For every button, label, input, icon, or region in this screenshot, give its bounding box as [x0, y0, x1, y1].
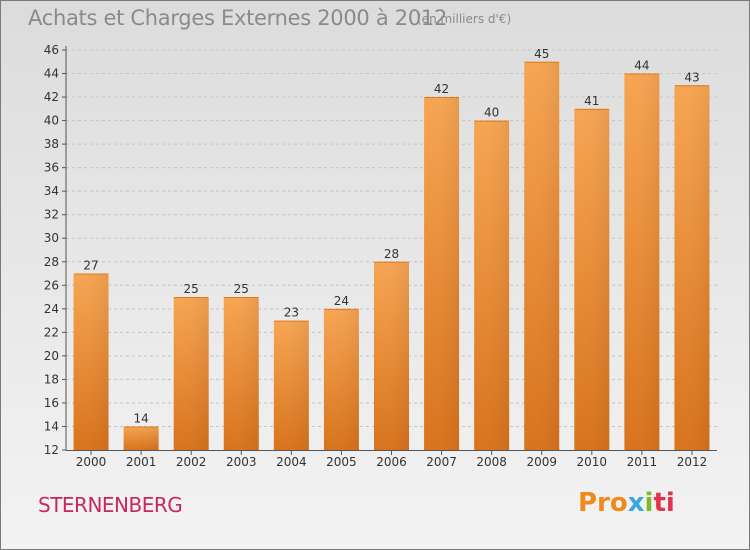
y-tick-label: 44	[44, 67, 59, 81]
y-tick-label: 30	[44, 231, 59, 245]
bar-value-label: 14	[133, 411, 148, 425]
chart-title-text: Achats et Charges Externes 2000 à 2012	[28, 6, 448, 30]
bar-shade	[524, 61, 560, 450]
x-tick-label: 2011	[627, 455, 658, 469]
bar-value-label: 40	[484, 106, 499, 120]
bar-value-label: 44	[634, 59, 649, 73]
y-tick-label: 12	[44, 443, 59, 457]
x-tick-label: 2003	[226, 455, 257, 469]
logo-part-4: ti	[653, 488, 675, 518]
y-tick-label: 38	[44, 137, 59, 151]
bar-value-label: 24	[334, 294, 349, 308]
bar-value-label: 28	[384, 247, 399, 261]
proxiti-logo: Proxiti	[578, 488, 675, 518]
bar-value-label: 42	[434, 82, 449, 96]
y-tick-label: 14	[44, 419, 59, 433]
logo-part-2: x	[627, 488, 645, 518]
x-tick-label: 2012	[677, 455, 708, 469]
chart-subtitle: (en milliers d'€)	[417, 12, 512, 26]
x-tick-label: 2008	[476, 455, 507, 469]
logo-part-1: Pro	[578, 488, 628, 518]
y-tick-label: 28	[44, 255, 59, 269]
y-tick-label: 34	[44, 184, 59, 198]
y-tick-label: 42	[44, 90, 59, 104]
bar-shade	[73, 273, 109, 450]
y-tick-label: 40	[44, 114, 59, 128]
y-tick-label: 32	[44, 208, 59, 222]
x-tick-label: 2001	[126, 455, 157, 469]
x-tick-label: 2007	[426, 455, 457, 469]
y-tick-label: 36	[44, 161, 59, 175]
logo-part-3: i	[644, 488, 654, 518]
x-tick-label: 2005	[326, 455, 357, 469]
x-tick-label: 2004	[276, 455, 307, 469]
y-tick-label: 18	[44, 372, 59, 386]
bar-shade	[674, 85, 710, 450]
bar-shade	[624, 73, 660, 450]
x-tick-label: 2009	[526, 455, 557, 469]
x-tick-label: 2010	[577, 455, 608, 469]
bar-value-label: 43	[684, 70, 699, 84]
bar-shade	[223, 297, 259, 450]
bar-shade	[273, 320, 309, 450]
y-tick-label: 22	[44, 325, 59, 339]
bar-shade	[574, 108, 610, 450]
y-tick-label: 20	[44, 349, 59, 363]
bar-shade	[323, 308, 359, 450]
bar-value-label: 23	[284, 306, 299, 320]
bar-shade	[374, 261, 409, 450]
bar-value-label: 25	[184, 282, 199, 296]
bar-value-label: 25	[234, 282, 249, 296]
y-tick-label: 16	[44, 396, 59, 410]
bar-value-label: 27	[83, 259, 98, 273]
bar-shade	[123, 426, 159, 450]
bar-value-label: 45	[534, 47, 549, 61]
y-tick-label: 46	[44, 43, 59, 57]
bar-shade	[424, 97, 460, 450]
bar-value-label: 41	[584, 94, 599, 108]
axes: 12 14 16 18 20 22 24 26 28 30 32 34 36 38 40 42 44 46 2000…	[44, 43, 717, 469]
x-tick-label: 2006	[376, 455, 407, 469]
bars: 27 14 25 25 23 24 28 42 40 45 41 44 43	[73, 47, 710, 451]
bar-shade	[474, 120, 510, 451]
chart-title: Achats et Charges Externes 2000 à 2012	[28, 6, 447, 30]
y-tick-label: 26	[44, 278, 59, 292]
bar-shade	[173, 297, 209, 450]
x-tick-label: 2002	[176, 455, 207, 469]
place-name: STERNENBERG	[38, 493, 183, 517]
x-tick-label: 2000	[76, 455, 107, 469]
y-tick-label: 24	[44, 302, 59, 316]
